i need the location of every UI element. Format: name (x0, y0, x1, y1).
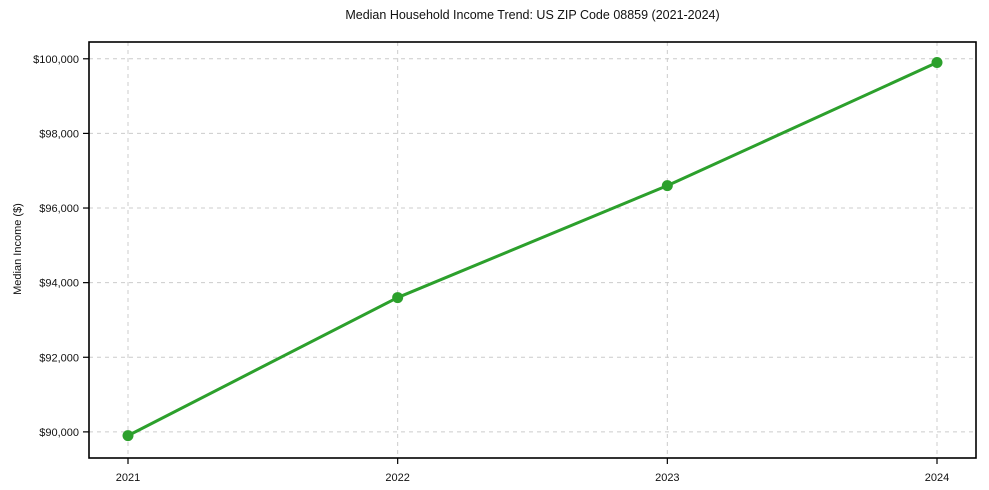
trend-line (126, 61, 939, 438)
y-tick-label: $90,000 (39, 427, 79, 439)
chart-title: Median Household Income Trend: US ZIP Co… (345, 8, 720, 22)
data-point (392, 292, 404, 304)
y-tick-label: $96,000 (39, 203, 79, 215)
y-tick-label: $98,000 (39, 128, 79, 140)
y-tick-label: $94,000 (39, 278, 79, 290)
x-tick-label: 2021 (116, 472, 140, 484)
data-point (122, 430, 134, 442)
x-tick-label: 2022 (385, 472, 409, 484)
x-tick-label: 2024 (925, 472, 949, 484)
y-tick-label: $92,000 (39, 352, 79, 364)
y-tick-label: $100,000 (33, 54, 79, 66)
plot-border (88, 41, 977, 459)
data-point (661, 180, 673, 192)
data-point (931, 57, 943, 69)
x-tick-label: 2023 (655, 472, 679, 484)
